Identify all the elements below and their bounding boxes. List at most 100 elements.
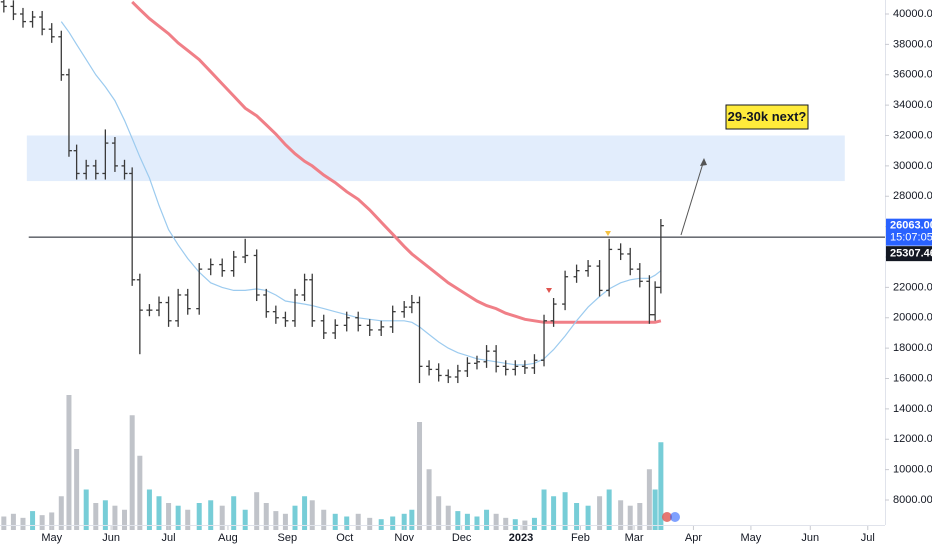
volume-bar — [254, 492, 260, 530]
volume-bar — [66, 395, 72, 530]
x-tick-label: Feb — [571, 532, 590, 544]
volume-bar — [83, 489, 89, 530]
volume-bar — [652, 489, 658, 530]
event-icon[interactable] — [662, 512, 672, 522]
volume-bar — [175, 505, 181, 530]
volume-bar — [146, 489, 152, 530]
volume-bar — [321, 509, 327, 530]
countdown-label: 15:07:05 — [890, 232, 932, 244]
volume-bar — [137, 455, 143, 530]
volume-bar — [39, 515, 45, 530]
volume-bar — [332, 513, 338, 530]
arrow — [680, 159, 705, 236]
annotation-text: 29-30k next? — [728, 109, 807, 124]
volume-bar — [606, 489, 612, 530]
x-tick-label: May — [41, 532, 62, 544]
volume-bar — [417, 422, 423, 530]
volume-bar — [512, 519, 518, 530]
x-tick-label: Jul — [162, 532, 176, 544]
volume-bar — [231, 496, 237, 530]
target-zone — [26, 135, 845, 182]
volume-bar — [273, 511, 279, 530]
y-tick-label: 18000.00 — [893, 342, 932, 354]
volume-bar — [367, 517, 373, 530]
volume-bar — [219, 505, 225, 530]
volume-bar — [93, 503, 99, 530]
volume-bar — [292, 505, 298, 530]
volume-bar — [242, 509, 248, 530]
y-tick-label: 36000.00 — [893, 69, 932, 81]
volume-bar — [474, 516, 480, 530]
level-label: 25307.46 — [890, 248, 932, 260]
y-tick-label: 20000.00 — [893, 312, 932, 324]
y-tick-label: 32000.00 — [893, 129, 932, 141]
volume-bar — [49, 512, 55, 530]
volume-bar — [122, 509, 128, 530]
volume-bar — [455, 511, 461, 530]
volume-bar — [58, 496, 64, 530]
y-tick-label: 16000.00 — [893, 372, 932, 384]
y-tick-label: 40000.00 — [893, 8, 932, 20]
volume-bar — [541, 489, 547, 530]
volume-bar — [355, 513, 361, 530]
volume-bar — [196, 503, 202, 530]
volume-bar — [618, 500, 624, 530]
x-tick-label: Jun — [801, 532, 819, 544]
x-tick-label: May — [741, 532, 762, 544]
volume-bar — [493, 513, 499, 530]
event-icon[interactable] — [670, 512, 680, 522]
x-tick-label: Jul — [861, 532, 875, 544]
volume-bar — [74, 449, 80, 530]
volume-bar — [302, 496, 308, 530]
moving-average — [131, 0, 662, 324]
volume-bar — [562, 492, 568, 530]
y-tick-label: 30000.00 — [893, 160, 932, 172]
volume-bar — [156, 496, 162, 530]
x-tick-label: Apr — [685, 532, 702, 544]
volume-bar — [208, 500, 214, 530]
x-tick-label: Oct — [336, 532, 353, 544]
x-tick-label: Nov — [394, 532, 414, 544]
y-tick-label: 14000.00 — [893, 403, 932, 415]
volume-bar — [484, 509, 490, 530]
y-tick-label: 10000.00 — [893, 464, 932, 476]
marker — [605, 231, 611, 236]
volume-bar — [627, 505, 633, 530]
volume-bar — [426, 469, 432, 530]
volume-bar — [503, 517, 509, 530]
volume-bar — [658, 442, 664, 530]
last-price-box — [886, 218, 932, 246]
volume-bar — [263, 503, 269, 530]
volume-bar — [464, 513, 470, 530]
x-tick-label: Aug — [218, 532, 238, 544]
volume-bar — [10, 513, 16, 530]
volume-bar — [1, 516, 7, 530]
volume-bar — [531, 517, 537, 530]
y-tick-label: 34000.00 — [893, 99, 932, 111]
x-tick-label: 2023 — [509, 532, 533, 544]
volume-bar — [390, 516, 396, 530]
volume-bar — [646, 469, 652, 530]
annotation-box — [725, 104, 809, 130]
y-tick-label: 22000.00 — [893, 281, 932, 293]
level-box — [886, 246, 932, 262]
volume-bar — [574, 503, 580, 530]
plot-area — [0, 0, 885, 530]
marker — [546, 288, 552, 293]
x-tick-label: Jun — [102, 532, 120, 544]
volume-bar — [344, 516, 350, 530]
volume-bar — [637, 503, 643, 530]
volume-bar — [409, 509, 415, 530]
x-tick-label: Mar — [625, 532, 644, 544]
volume-bar — [597, 496, 603, 530]
volume-bar — [112, 505, 118, 530]
last-price-label: 26063.00 — [890, 220, 932, 232]
y-tick-label: 28000.00 — [893, 190, 932, 202]
arrow-head — [700, 158, 707, 166]
volume-bar — [378, 519, 384, 530]
volume-bar — [129, 415, 135, 530]
moving-average — [60, 21, 662, 366]
y-tick-label: 38000.00 — [893, 38, 932, 50]
volume-bar — [30, 511, 36, 530]
